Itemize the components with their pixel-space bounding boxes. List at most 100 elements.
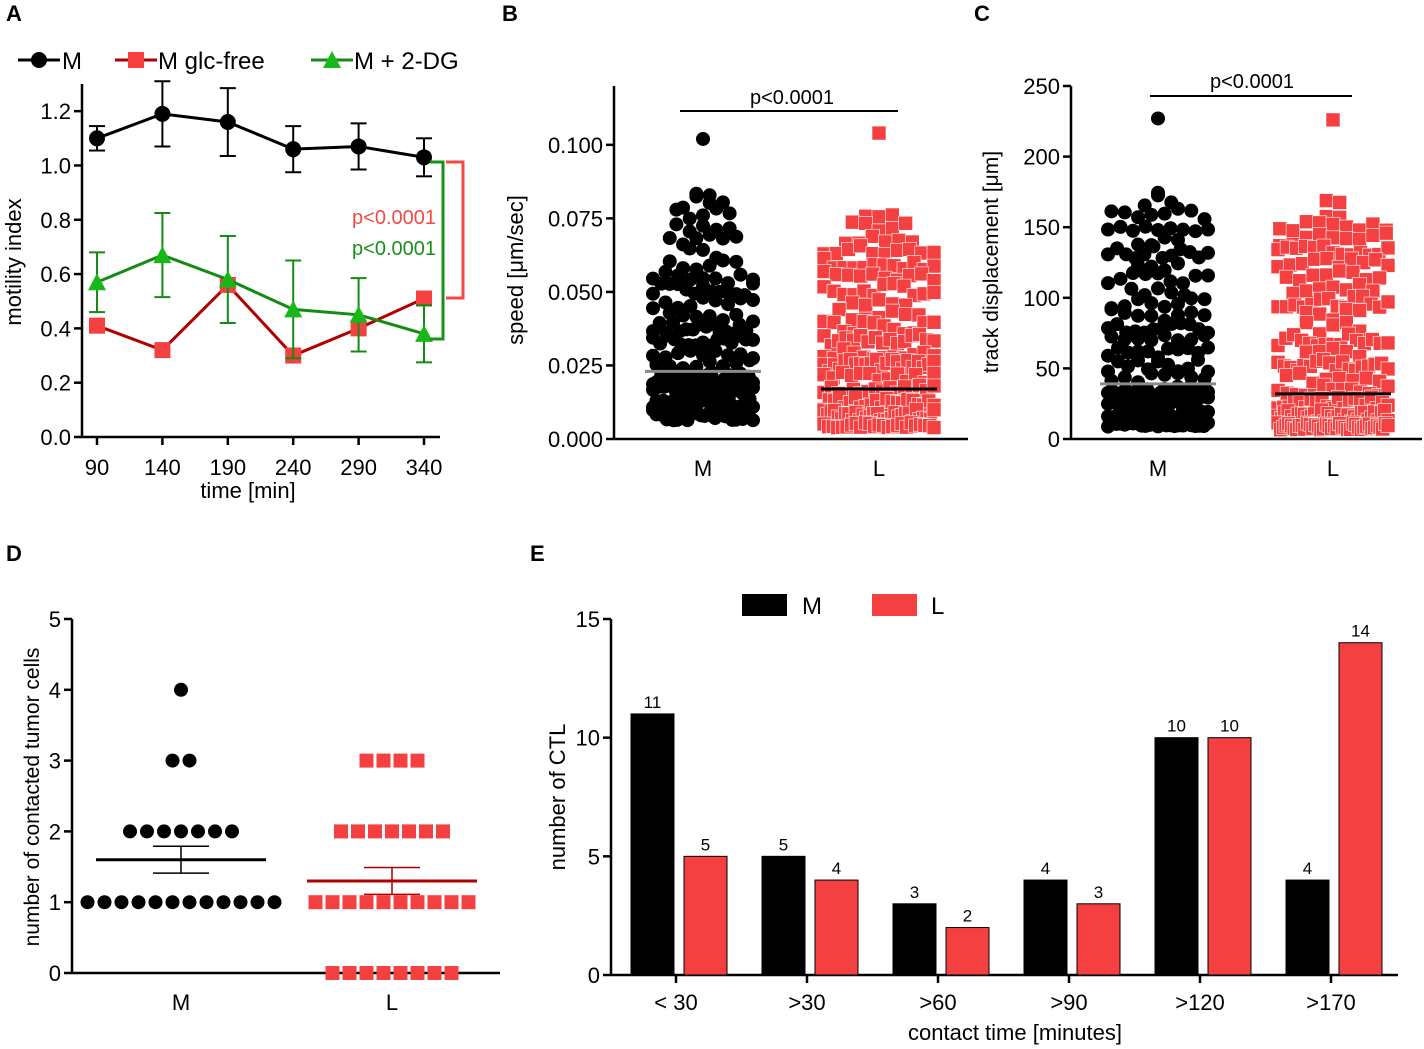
- a-y-tick-label: 0.8: [40, 208, 71, 233]
- x-tick-c-m: M: [1149, 456, 1167, 481]
- legend-e-m-swatch: [742, 594, 787, 616]
- e-y-tick-label: 0: [588, 963, 600, 988]
- data-point-m: [1104, 302, 1119, 317]
- data-point-l: [871, 292, 887, 308]
- data-point-l: [1380, 378, 1396, 394]
- data-point-m: [746, 314, 760, 329]
- data-point-m: [350, 138, 367, 155]
- data-point-l: [308, 895, 323, 910]
- panel-e: E M L 0 5 10 15 11 5 5 4 3 2 4 3 10 10 4 14 < 30 >30 >60…: [530, 541, 1398, 1045]
- e-x-tick-label: >120: [1175, 990, 1225, 1015]
- data-point-m: [1201, 415, 1215, 430]
- data-point-m: [729, 254, 744, 269]
- data-point-l: [1380, 335, 1396, 351]
- data-point-l: [342, 895, 357, 910]
- y-axis-label-a: motility index: [1, 198, 26, 325]
- d-y-tick-label: 1: [49, 890, 61, 915]
- data-point-m: [733, 267, 748, 282]
- a-x-tick-label: 190: [209, 455, 246, 480]
- data-point-l: [1325, 112, 1341, 128]
- a-y-tick-label: 1.2: [40, 99, 71, 124]
- data-point-m: [1126, 266, 1140, 281]
- data-point-m: [199, 895, 214, 910]
- bar-m: [630, 713, 675, 976]
- data-point-m: [1117, 370, 1132, 385]
- data-point-m: [1131, 331, 1146, 346]
- data-point-m: [174, 682, 188, 697]
- data-point-l: [1307, 251, 1322, 267]
- panel-letter-e: E: [530, 541, 545, 566]
- data-point-l: [385, 824, 399, 839]
- bar-m: [1154, 737, 1199, 976]
- data-point-m: [1184, 305, 1199, 320]
- data-point-m: [662, 231, 677, 246]
- data-point-l: [926, 258, 942, 274]
- data-point-2dg: [88, 273, 106, 291]
- data-point-m: [1157, 299, 1172, 314]
- data-point-2dg: [349, 305, 368, 323]
- data-point-m: [1176, 222, 1190, 237]
- data-point-m: [1124, 281, 1139, 296]
- data-point-m: [1137, 247, 1152, 262]
- d-y-tick-label: 0: [49, 961, 61, 986]
- data-point-l: [1380, 258, 1396, 273]
- data-point-m: [1184, 203, 1199, 218]
- data-point-m: [1146, 239, 1161, 254]
- data-point-l: [1380, 361, 1396, 377]
- data-point-l: [402, 824, 416, 839]
- data-point-l: [841, 242, 856, 257]
- a-x-tick-label: 340: [406, 455, 443, 480]
- data-point-l: [898, 215, 913, 231]
- data-point-m: [708, 343, 723, 358]
- data-point-l: [853, 268, 868, 284]
- series-line-m-glc-free: [96, 282, 425, 358]
- data-point-m: [225, 824, 239, 839]
- data-point-l: [1285, 223, 1301, 239]
- data-point-l: [926, 314, 942, 330]
- bar-m: [1285, 879, 1330, 976]
- data-point-l: [427, 895, 442, 910]
- data-point-l: [1380, 240, 1396, 256]
- data-point-l: [1345, 264, 1361, 280]
- data-point-m: [1144, 366, 1159, 381]
- bar-value-label: 3: [1094, 883, 1103, 902]
- data-point-m: [696, 208, 710, 223]
- panel-a: A M M glc-free M + 2-DG 0.0 0.2 0.4 0.6 0.8 1…: [1, 1, 465, 503]
- data-point-l: [1305, 267, 1321, 283]
- data-point-l: [858, 216, 874, 231]
- data-point-m: [1161, 341, 1175, 356]
- data-point-l: [1378, 225, 1394, 241]
- bar-value-label: 4: [1303, 859, 1312, 878]
- data-point-l: [890, 242, 905, 258]
- data-point-l: [393, 895, 408, 910]
- data-point-m: [721, 297, 735, 312]
- data-point-l: [914, 266, 930, 282]
- data-point-l: [1380, 418, 1396, 433]
- data-point-m: [721, 276, 735, 291]
- a-x-tick-label: 240: [275, 455, 312, 480]
- a-x-tick-label: 90: [85, 455, 109, 480]
- data-point-m: [1151, 266, 1165, 281]
- p-value-b: p<0.0001: [750, 87, 834, 109]
- data-point-m: [733, 291, 748, 306]
- data-point-m: [729, 229, 744, 244]
- data-point-l: [1372, 270, 1387, 286]
- data-point-l: [427, 966, 442, 980]
- data-point-l: [444, 895, 459, 910]
- data-point-m: [182, 895, 197, 910]
- data-point-l: [831, 302, 847, 317]
- data-point-m: [1201, 340, 1215, 355]
- data-point-m: [216, 895, 231, 910]
- d-y-tick-label: 4: [49, 678, 61, 703]
- data-point-m: [646, 286, 660, 301]
- data-point-m: [1163, 274, 1178, 289]
- data-point-l: [1352, 303, 1367, 318]
- legend-glc-label: M glc-free: [158, 48, 265, 75]
- data-point-l: [419, 824, 433, 839]
- data-point-m: [1101, 222, 1115, 237]
- data-point-m: [1201, 404, 1215, 419]
- data-point-m: [682, 211, 697, 226]
- x-tick-d-m: M: [172, 990, 190, 1015]
- data-point-l: [334, 824, 348, 839]
- data-point-glc-free: [154, 342, 171, 359]
